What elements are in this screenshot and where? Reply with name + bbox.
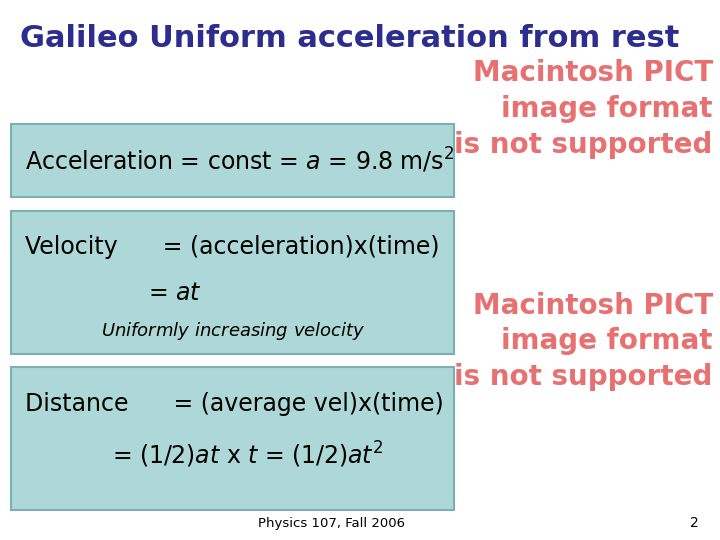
Text: Galileo Uniform acceleration from rest: Galileo Uniform acceleration from rest [20,24,680,53]
Text: Acceleration = const = $a$ = 9.8 m/s$^2$: Acceleration = const = $a$ = 9.8 m/s$^2$ [25,146,454,176]
Text: Distance      = (average vel)x(time): Distance = (average vel)x(time) [25,392,444,415]
FancyBboxPatch shape [11,124,454,197]
FancyBboxPatch shape [11,211,454,354]
Text: $\it{Uniformly\ increasing\ velocity}$: $\it{Uniformly\ increasing\ velocity}$ [101,320,366,342]
Text: = $(1/2)\mathit{at}$ x $\mathit{t}$ = $(1/2)\mathit{at}^2$: = $(1/2)\mathit{at}$ x $\mathit{t}$ = $(… [112,440,383,470]
Text: Macintosh PICT
image format
is not supported: Macintosh PICT image format is not suppo… [454,292,713,391]
FancyBboxPatch shape [11,367,454,510]
Text: = $\mathit{at}$: = $\mathit{at}$ [148,281,202,305]
Text: Velocity      = (acceleration)x(time): Velocity = (acceleration)x(time) [25,235,440,259]
Text: Physics 107, Fall 2006: Physics 107, Fall 2006 [258,517,405,530]
Text: 2: 2 [690,516,698,530]
Text: Macintosh PICT
image format
is not supported: Macintosh PICT image format is not suppo… [454,59,713,159]
